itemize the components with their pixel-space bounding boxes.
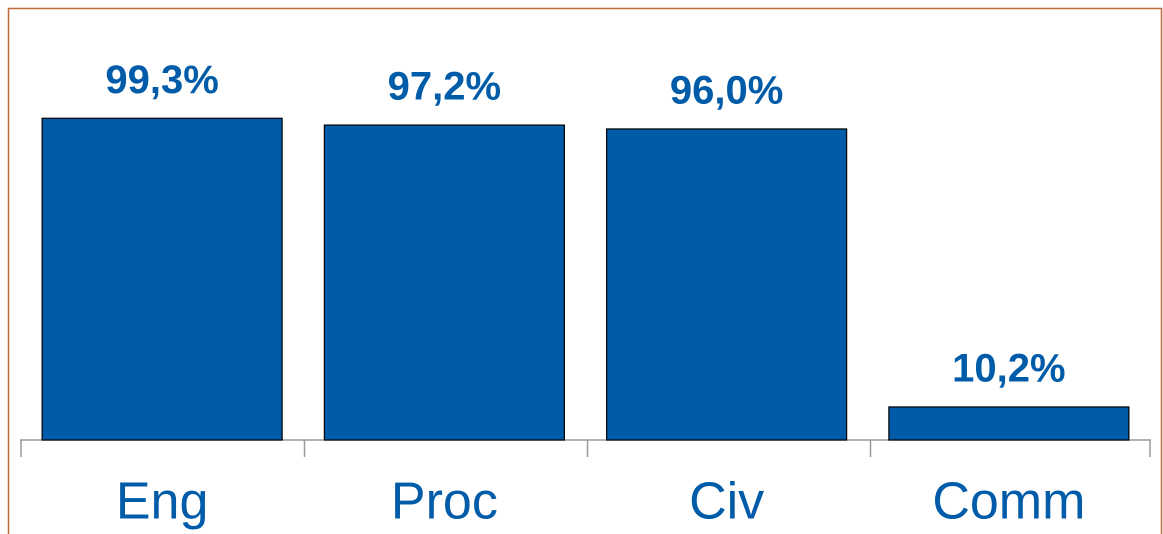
category-ticks bbox=[20, 440, 1151, 457]
x-tick-label: Eng bbox=[116, 473, 209, 531]
value-label: 99,3% bbox=[105, 58, 218, 102]
bar bbox=[323, 124, 565, 441]
x-tick-label: Proc bbox=[391, 473, 498, 531]
bar bbox=[888, 406, 1130, 441]
value-label: 97,2% bbox=[388, 65, 501, 109]
value-label: 96,0% bbox=[670, 69, 783, 113]
bar bbox=[606, 128, 848, 441]
x-tick-label: Comm bbox=[932, 473, 1085, 531]
frame bbox=[7, 7, 1163, 534]
bar bbox=[41, 117, 283, 441]
value-label: 10,2% bbox=[952, 347, 1065, 391]
x-tick-label: Civ bbox=[689, 473, 764, 531]
